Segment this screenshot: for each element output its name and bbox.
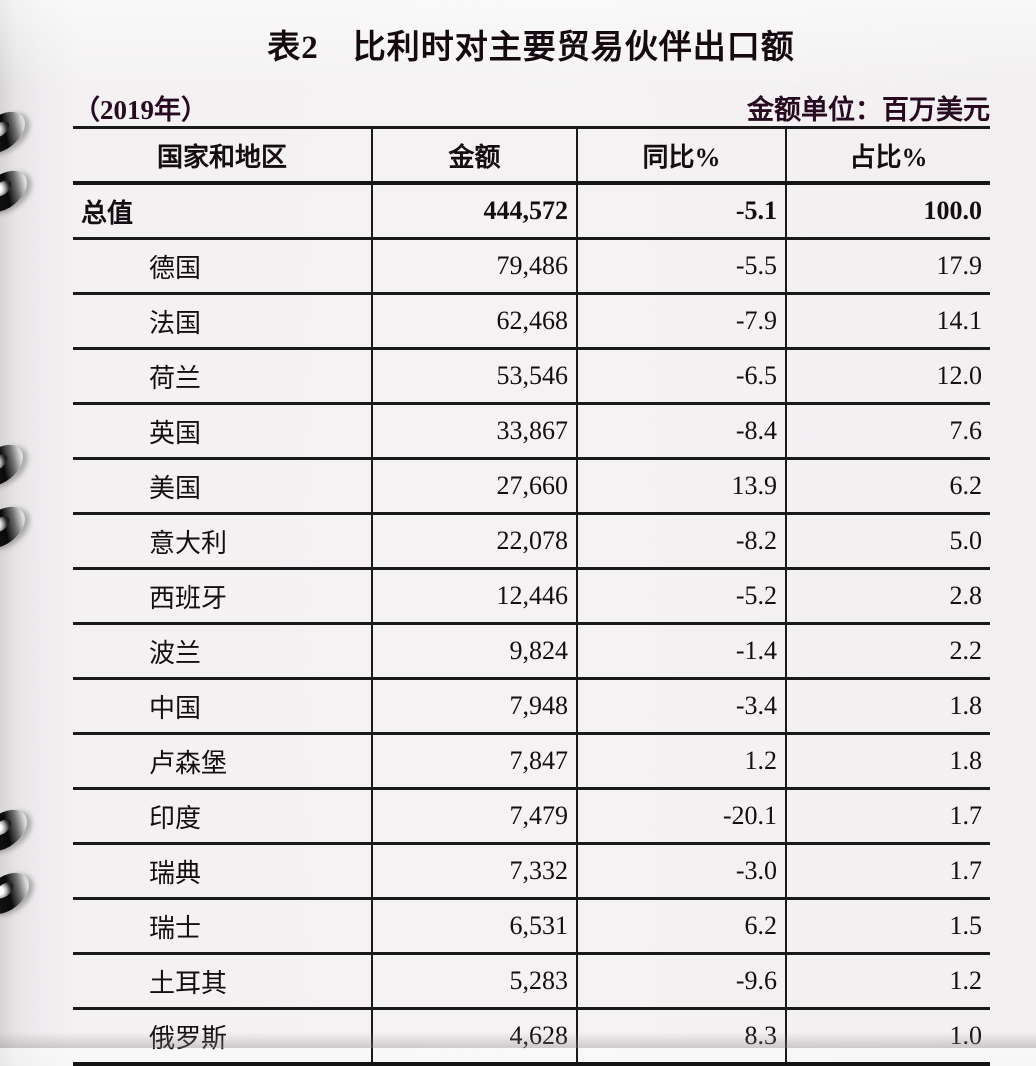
share-cell: 1.8 xyxy=(785,733,990,789)
table-row: 法国 62,468 -7.9 14.1 xyxy=(73,293,990,349)
yoy-cell: -8.2 xyxy=(576,513,786,569)
share-cell: 1.8 xyxy=(785,678,990,734)
amount-cell: 444,572 xyxy=(371,183,577,239)
table-row: 总值 444,572 -5.1 100.0 xyxy=(73,183,990,239)
share-cell: 1.7 xyxy=(785,788,990,844)
share-cell: 2.8 xyxy=(785,568,990,624)
share-cell: 1.0 xyxy=(785,1008,990,1064)
yoy-cell: 13.9 xyxy=(576,458,786,514)
country-cell: 中国 xyxy=(149,693,202,723)
share-cell: 2.2 xyxy=(785,623,990,679)
amount-cell: 7,332 xyxy=(371,843,577,899)
table-row: 瑞士 6,531 6.2 1.5 xyxy=(73,898,990,954)
unit-note: 金额单位：百万美元 xyxy=(747,95,990,125)
yoy-cell: 1.2 xyxy=(576,733,786,789)
amount-cell: 53,546 xyxy=(371,348,577,404)
amount-cell: 12,446 xyxy=(371,568,577,624)
share-cell: 12.0 xyxy=(785,348,990,404)
country-cell: 意大利 xyxy=(149,528,228,558)
table-row: 波兰 9,824 -1.4 2.2 xyxy=(73,623,990,679)
share-cell: 1.2 xyxy=(785,953,990,1009)
yoy-cell: -20.1 xyxy=(576,788,786,844)
year-note: （2019年） xyxy=(73,95,208,125)
country-cell: 瑞士 xyxy=(149,913,202,943)
yoy-cell: 8.3 xyxy=(576,1008,786,1064)
amount-cell: 5,283 xyxy=(371,953,577,1009)
table-row: 英国 33,867 -8.4 7.6 xyxy=(73,403,990,459)
yoy-cell: -9.6 xyxy=(576,953,786,1009)
trade-table-wrap: 国家和地区 金额 同比% 占比% 总值 444,572 -5.1 100.0 德… xyxy=(73,126,990,1066)
yoy-cell: -5.5 xyxy=(576,238,786,294)
country-cell: 土耳其 xyxy=(149,968,228,998)
table-row: 美国 27,660 13.9 6.2 xyxy=(73,458,990,514)
country-cell: 印度 xyxy=(149,803,202,833)
spiral-binding-ring-icon xyxy=(0,103,33,162)
amount-cell: 79,486 xyxy=(371,238,577,294)
amount-cell: 62,468 xyxy=(371,293,577,349)
table-meta-row: （2019年） 金额单位：百万美元 xyxy=(73,88,990,127)
amount-cell: 22,078 xyxy=(371,513,577,569)
table-row: 德国 79,486 -5.5 17.9 xyxy=(73,238,990,294)
table-row: 意大利 22,078 -8.2 5.0 xyxy=(73,513,990,569)
country-cell: 英国 xyxy=(149,418,202,448)
export-table: 国家和地区 金额 同比% 占比% 总值 444,572 -5.1 100.0 德… xyxy=(73,126,990,1066)
spiral-binding-ring-icon xyxy=(0,801,35,860)
share-cell: 7.6 xyxy=(785,403,990,459)
country-cell: 荷兰 xyxy=(149,363,202,393)
yoy-cell: 6.2 xyxy=(576,898,786,954)
yoy-cell: -3.0 xyxy=(576,843,786,899)
spiral-binding-ring-icon xyxy=(0,864,37,923)
country-cell: 瑞典 xyxy=(149,858,202,888)
country-cell: 波兰 xyxy=(149,638,202,668)
yoy-cell: -3.4 xyxy=(576,678,786,734)
country-cell: 俄罗斯 xyxy=(149,1023,228,1053)
spiral-binding-ring-icon xyxy=(0,436,31,495)
col-header-yoy: 同比% xyxy=(576,127,786,183)
spiral-binding-ring-icon xyxy=(0,498,33,557)
table-row: 土耳其 5,283 -9.6 1.2 xyxy=(73,953,990,1009)
country-cell: 美国 xyxy=(149,473,202,503)
share-cell: 1.7 xyxy=(785,843,990,899)
table-row: 俄罗斯 4,628 8.3 1.0 xyxy=(73,1008,990,1064)
country-cell: 德国 xyxy=(149,253,202,283)
col-header-amount: 金额 xyxy=(371,127,577,183)
table-row: 西班牙 12,446 -5.2 2.8 xyxy=(73,568,990,624)
country-cell: 法国 xyxy=(149,308,202,338)
yoy-cell: -7.9 xyxy=(576,293,786,349)
share-cell: 14.1 xyxy=(785,293,990,349)
col-header-share: 占比% xyxy=(785,127,990,183)
table-row: 荷兰 53,546 -6.5 12.0 xyxy=(73,348,990,404)
table-row: 瑞典 7,332 -3.0 1.7 xyxy=(73,843,990,899)
yoy-cell: -1.4 xyxy=(576,623,786,679)
share-cell: 5.0 xyxy=(785,513,990,569)
yoy-cell: -5.2 xyxy=(576,568,786,624)
amount-cell: 9,824 xyxy=(371,623,577,679)
page-title: 表2 比利时对主要贸易伙伴出口额 xyxy=(267,30,795,66)
table-body: 总值 444,572 -5.1 100.0 德国 79,486 -5.5 17.… xyxy=(73,183,990,1064)
col-header-country: 国家和地区 xyxy=(156,142,287,172)
yoy-cell: -8.4 xyxy=(576,403,786,459)
share-cell: 17.9 xyxy=(785,238,990,294)
country-cell: 卢森堡 xyxy=(149,748,228,778)
amount-cell: 4,628 xyxy=(371,1008,577,1064)
country-cell: 总值 xyxy=(81,198,134,228)
amount-cell: 27,660 xyxy=(371,458,577,514)
amount-cell: 33,867 xyxy=(371,403,577,459)
yoy-cell: -6.5 xyxy=(576,348,786,404)
amount-cell: 7,847 xyxy=(371,733,577,789)
share-cell: 100.0 xyxy=(785,183,990,239)
amount-cell: 7,479 xyxy=(371,788,577,844)
table-row: 印度 7,479 -20.1 1.7 xyxy=(73,788,990,844)
spiral-binding-ring-icon xyxy=(0,162,35,221)
yoy-cell: -5.1 xyxy=(576,183,786,239)
country-cell: 西班牙 xyxy=(149,583,228,613)
amount-cell: 6,531 xyxy=(371,898,577,954)
table-row: 中国 7,948 -3.4 1.8 xyxy=(73,678,990,734)
amount-cell: 7,948 xyxy=(371,678,577,734)
table-row: 卢森堡 7,847 1.2 1.8 xyxy=(73,733,990,789)
share-cell: 1.5 xyxy=(785,898,990,954)
share-cell: 6.2 xyxy=(785,458,990,514)
table-header: 国家和地区 金额 同比% 占比% xyxy=(73,127,990,183)
